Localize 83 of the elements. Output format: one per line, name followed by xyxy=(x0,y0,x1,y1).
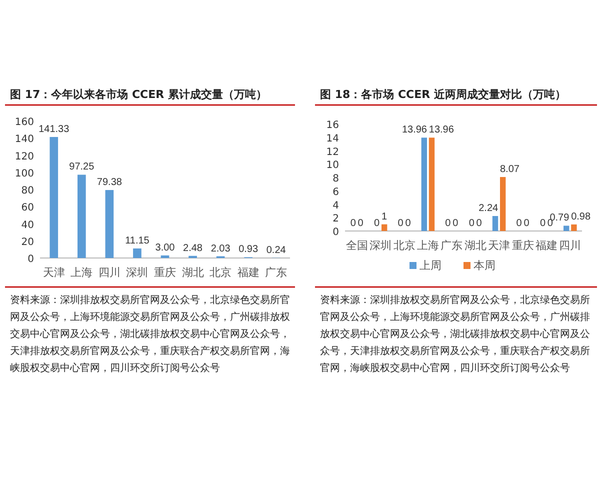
data-label: 97.25 xyxy=(69,162,95,173)
x-tick-label: 重庆 xyxy=(512,239,534,252)
bar xyxy=(421,138,427,231)
data-label: 0 xyxy=(350,218,356,229)
x-tick-label: 福建 xyxy=(237,266,260,279)
data-label: 0 xyxy=(468,218,475,229)
bar xyxy=(160,255,170,258)
data-label: 0 xyxy=(374,218,380,229)
data-label: 3.00 xyxy=(155,242,176,254)
x-tick-label: 湖北 xyxy=(182,266,204,279)
data-label: 13.96 xyxy=(428,124,454,136)
bar xyxy=(105,190,114,258)
data-label: 0 xyxy=(398,218,404,229)
data-label: 0 xyxy=(445,218,452,229)
data-label: 0 xyxy=(358,218,364,229)
data-label: 2.24 xyxy=(478,203,499,214)
y-tick-label: 100 xyxy=(14,168,34,180)
data-label: 0 xyxy=(516,218,522,229)
y-tick-label: 16 xyxy=(326,120,339,131)
data-label: 0 xyxy=(540,218,546,229)
x-tick-label: 重庆 xyxy=(154,266,176,279)
data-label: 8.07 xyxy=(500,164,520,176)
y-tick-label: 0 xyxy=(332,227,339,238)
data-label: 2.03 xyxy=(210,243,231,254)
bar xyxy=(500,177,506,231)
y-tick-label: 2 xyxy=(332,214,339,225)
y-tick-label: 6 xyxy=(332,186,339,198)
data-label: 2.48 xyxy=(183,242,203,254)
y-tick-label: 140 xyxy=(14,134,34,146)
data-label: 0 xyxy=(547,218,554,229)
x-tick-label: 天津 xyxy=(42,266,65,279)
y-tick-label: 10 xyxy=(326,160,339,172)
bar xyxy=(382,224,388,231)
data-label: 0.24 xyxy=(266,244,286,256)
y-tick-label: 40 xyxy=(21,220,34,231)
y-tick-label: 20 xyxy=(21,236,34,248)
x-tick-label: 上海 xyxy=(416,239,439,252)
data-label: 141.33 xyxy=(38,124,70,135)
bar xyxy=(50,136,58,258)
bar xyxy=(133,248,142,258)
x-tick-label: 广东 xyxy=(440,239,463,252)
data-label: 0 xyxy=(452,218,459,229)
bar xyxy=(571,224,577,231)
y-tick-label: 80 xyxy=(21,186,34,196)
data-label: 79.38 xyxy=(96,177,122,188)
y-tick-label: 160 xyxy=(14,117,34,128)
data-label: 1 xyxy=(382,211,388,222)
text: 资料来源：深圳排放权交易所官网及公众号，北京绿色交易所官网及公众号，上海环境能源交易所官网及公众号，广州碳排放权交易中心官网及公众号，湖北碳排放权交易中心官网及公众号，天津排放权交易所官网及公众号，重庆联合产权交易所官网，海峡股权交易中心官网，四川环交所订阅号公众号 xyxy=(320,294,591,376)
y-tick-label: 120 xyxy=(14,151,34,162)
x-tick-label: 四川 xyxy=(559,239,582,252)
x-tick-label: 四川 xyxy=(98,266,120,279)
legend-label: 本周 xyxy=(474,259,496,272)
bar xyxy=(78,174,86,258)
data-label: 0 xyxy=(405,218,412,229)
text: 资料来源：深圳排放权交易所官网及公众号，北京绿色交易所官网及公众号，上海环境能源交易所官网及公众号，广州碳排放权交易中心官网及公众号，湖北碳排放权交易中心官网及公众号，天津排放权交易所官网及公众号，重庆联合产权交易所官网，海峡股权交易中心官网，四川环交所订阅号公众号 xyxy=(10,294,291,376)
bar xyxy=(564,226,570,231)
bar xyxy=(428,138,435,231)
x-tick-label: 深圳 xyxy=(126,266,148,279)
y-tick-label: 4 xyxy=(332,200,339,212)
bar xyxy=(492,216,498,231)
data-label: 0 xyxy=(524,218,530,229)
y-tick-label: 12 xyxy=(326,146,339,158)
x-tick-label: 北京 xyxy=(210,266,232,279)
x-tick-label: 深圳 xyxy=(370,239,392,252)
chart-title: 图 18：各市场 CCER 近两周成交量对比（万吨） xyxy=(320,88,566,101)
x-tick-label: 福建 xyxy=(535,239,558,252)
data-label: 0 xyxy=(476,218,482,229)
data-label: 11.15 xyxy=(125,235,150,246)
x-tick-label: 广东 xyxy=(265,266,288,279)
legend-label: 上周 xyxy=(420,259,442,272)
x-tick-label: 天津 xyxy=(488,239,510,252)
y-tick-label: 8 xyxy=(332,174,339,184)
x-tick-label: 全国 xyxy=(346,239,368,252)
data-label: 0.98 xyxy=(571,211,591,222)
data-label: 13.96 xyxy=(402,124,428,136)
y-tick-label: 14 xyxy=(326,133,339,144)
x-tick-label: 北京 xyxy=(393,239,416,252)
data-label: 0.93 xyxy=(238,244,258,256)
x-tick-label: 上海 xyxy=(70,266,93,279)
x-tick-label: 湖北 xyxy=(464,239,486,252)
chart-title: 图 17：今年以来各市场 CCER 累计成交量（万吨） xyxy=(10,88,267,101)
y-tick-label: 0 xyxy=(28,254,34,265)
y-tick-label: 60 xyxy=(21,202,34,214)
